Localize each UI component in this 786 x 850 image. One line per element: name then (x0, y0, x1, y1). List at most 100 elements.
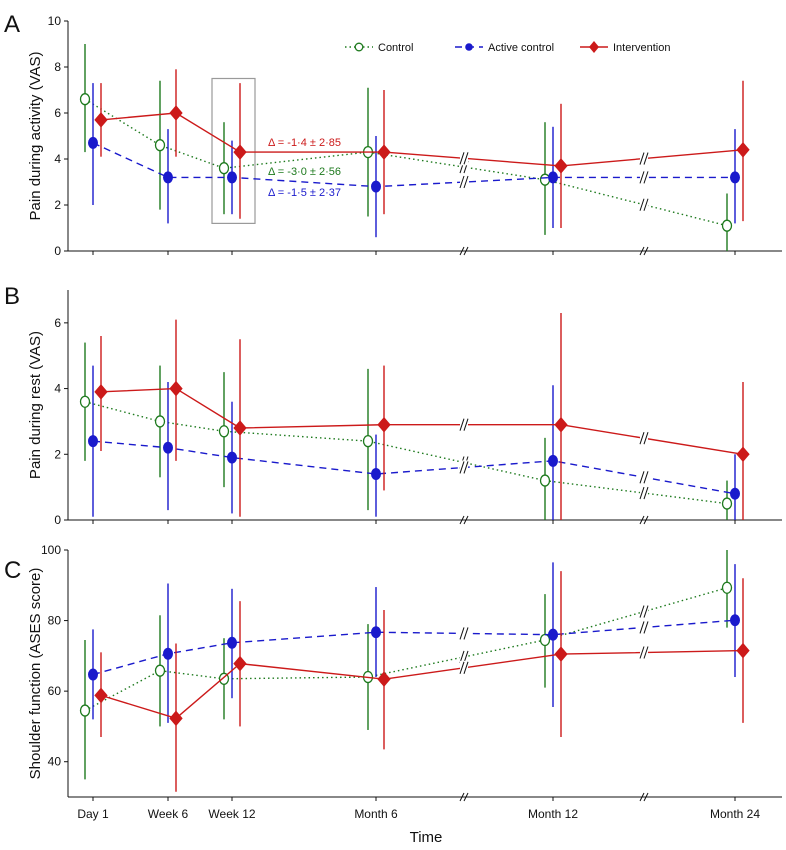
axis-break-mark (463, 792, 469, 802)
data-point (362, 434, 374, 448)
line-break-mark (463, 418, 469, 431)
line-break-mark (643, 621, 649, 634)
data-point (227, 636, 237, 649)
data-point (730, 171, 740, 184)
data-point (94, 384, 108, 400)
data-point (233, 420, 247, 436)
line-break-mark (643, 171, 649, 184)
data-point (736, 142, 750, 158)
data-point (721, 497, 733, 510)
line-break-gap (640, 645, 648, 660)
axis-break-mark (459, 246, 465, 256)
data-point (730, 487, 740, 500)
line-break-gap (640, 170, 648, 185)
data-point (554, 646, 568, 662)
x-tick-label: Month 6 (354, 807, 398, 821)
series-line-control (84, 401, 728, 505)
line-break-mark (459, 461, 465, 474)
line-break-mark (639, 621, 645, 634)
line-break-mark (463, 627, 469, 640)
y-axis-title: Shoulder function (ASES score) (27, 568, 44, 780)
line-break-mark (643, 646, 649, 659)
data-point (79, 395, 91, 408)
data-point (169, 105, 183, 121)
line-break-mark (639, 486, 645, 500)
delta-annotation: Δ = -3·0 ± 2·56 (268, 166, 341, 178)
data-point (88, 668, 98, 681)
panel-letter-b: B (4, 283, 20, 310)
line-break-gap (460, 626, 468, 641)
line-break-mark (459, 152, 465, 165)
line-break-gap (460, 151, 468, 166)
y-tick-label: 2 (54, 447, 61, 461)
legend-marker (589, 41, 599, 53)
panel-c: C Shoulder function (ASES score) 40 60 80 100… (4, 543, 782, 821)
y-tick-label: 8 (54, 60, 61, 74)
line-break-mark (459, 175, 465, 189)
data-point (371, 626, 381, 639)
series-line-intervention (100, 649, 744, 720)
data-point (88, 136, 98, 149)
data-point (233, 655, 247, 672)
y-tick-label: 2 (54, 198, 61, 212)
data-point (371, 180, 381, 193)
line-break-mark (643, 471, 649, 484)
legend-marker (465, 43, 473, 51)
axis-break-mark (639, 515, 645, 525)
series-line-intervention (100, 387, 744, 455)
data-point (79, 704, 91, 717)
line-break-mark (639, 152, 645, 165)
line-break-mark (639, 646, 645, 659)
line-break-gap (460, 649, 468, 664)
series-line-active-control (92, 440, 736, 495)
line-break-gap (460, 417, 468, 432)
line-break-gap (640, 604, 648, 619)
line-break-gap (460, 460, 468, 475)
line-break-mark (639, 432, 645, 445)
line-break-mark (463, 461, 469, 474)
data-point (736, 446, 750, 463)
axis-break-mark (639, 792, 645, 802)
line-break-gap (640, 197, 648, 212)
data-point (227, 171, 237, 184)
data-point (169, 380, 183, 397)
line-break-gap (460, 660, 468, 675)
y-tick-label: 60 (48, 684, 62, 698)
data-point (730, 614, 740, 627)
line-break-gap (640, 151, 648, 166)
x-tick-label: Day 1 (77, 807, 109, 821)
line-break-mark (639, 605, 645, 618)
data-point (548, 171, 558, 184)
y-tick-label: 4 (54, 382, 61, 396)
line-break-mark (643, 486, 649, 500)
data-point (539, 474, 551, 487)
data-point (88, 435, 98, 448)
panel-b: B Pain during rest (VAS) 0 2 4 6 (4, 283, 782, 527)
data-point (79, 93, 91, 106)
data-point (377, 671, 391, 687)
data-point (371, 468, 381, 480)
line-break-mark (459, 418, 465, 431)
data-point (154, 415, 166, 428)
axis-break-mark (463, 515, 469, 525)
data-point (721, 219, 733, 232)
series-line-active-control (92, 619, 736, 676)
y-tick-label: 4 (54, 152, 61, 166)
data-point (721, 581, 733, 594)
delta-annotation: Δ = -1·5 ± 2·37 (268, 187, 341, 199)
line-break-mark (639, 198, 645, 211)
line-break-gap (640, 486, 648, 501)
series-line-active-control (92, 142, 735, 188)
y-tick-label: 0 (54, 513, 61, 527)
legend-marker (354, 42, 364, 52)
data-point (554, 416, 568, 433)
data-point (169, 710, 183, 727)
legend-label: Control (378, 42, 413, 54)
x-tick-label: Week 12 (208, 807, 255, 821)
data-point (548, 628, 558, 641)
data-point (548, 454, 558, 467)
axis-break-mark (643, 792, 649, 802)
highlight-box (211, 77, 256, 224)
axis-break-mark (643, 246, 649, 256)
